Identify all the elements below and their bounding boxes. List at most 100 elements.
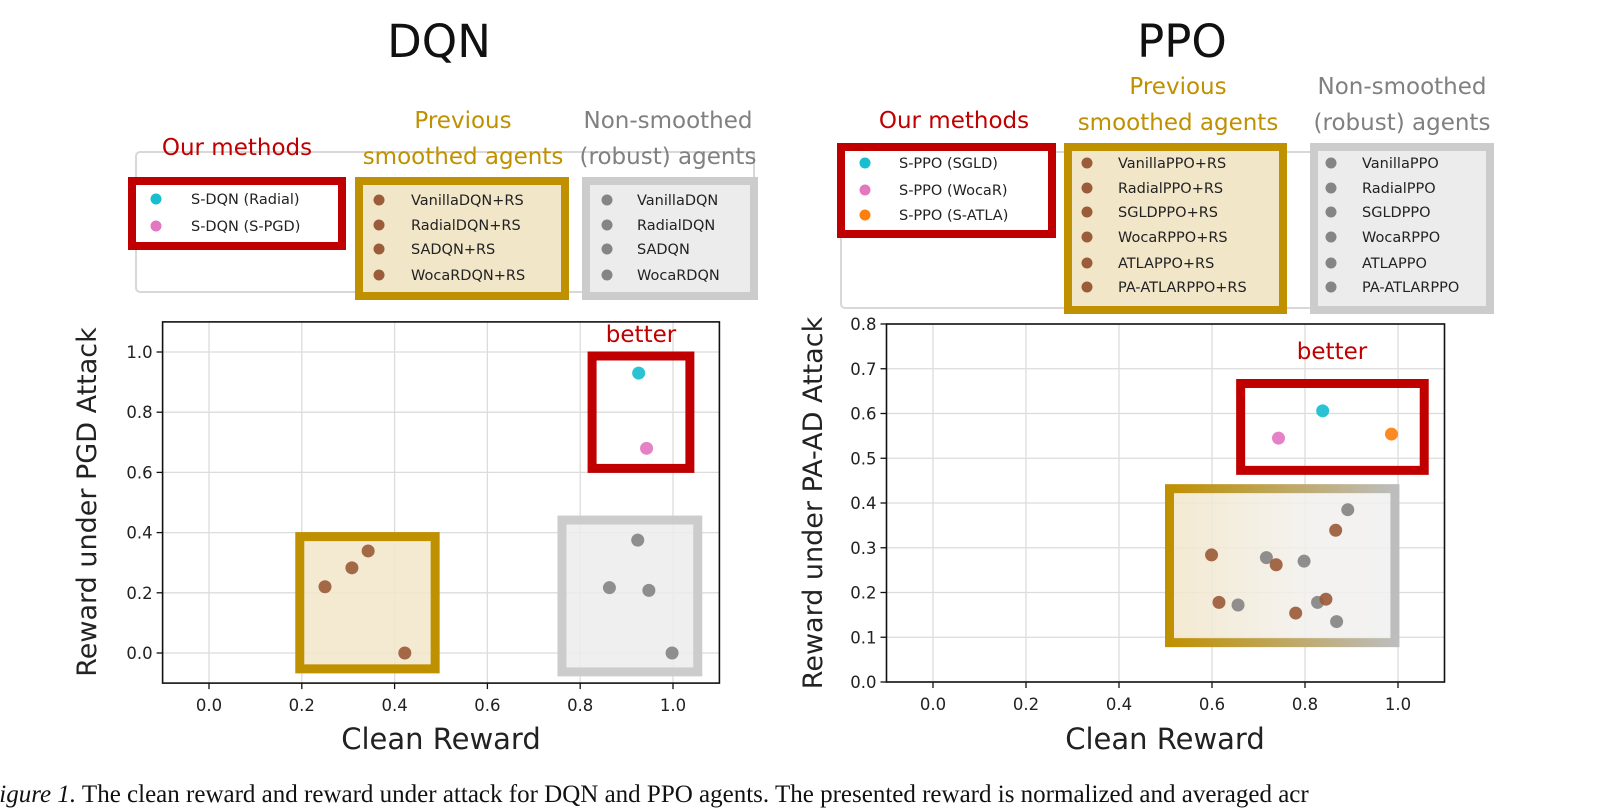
legend-entry: S-PPO (S-ATLA) xyxy=(899,208,1008,224)
y-tick-label: 0.2 xyxy=(126,584,152,603)
data-point xyxy=(1384,427,1398,441)
data-point xyxy=(398,646,412,660)
legend-entry: ATLAPPO+RS xyxy=(1118,256,1214,272)
legend-entry: SGLDPPO xyxy=(1362,205,1431,221)
legend-entry: S-DQN (S-PGD) xyxy=(191,219,300,235)
legend-marker xyxy=(373,243,385,255)
x-tick-label: 0.4 xyxy=(1106,695,1132,714)
legend-entry: VanillaDQN+RS xyxy=(411,193,524,209)
x-tick-label: 0.8 xyxy=(1292,695,1318,714)
legend-group-label: Previous xyxy=(414,108,511,134)
x-tick-label: 0.0 xyxy=(920,695,946,714)
better-annotation: better xyxy=(606,322,677,348)
legend-group-label: Our methods xyxy=(879,108,1029,134)
x-tick-label: 0.0 xyxy=(196,696,222,715)
data-point xyxy=(318,580,332,594)
legend-marker xyxy=(859,184,871,196)
data-point xyxy=(1271,431,1285,445)
y-tick-label: 0.0 xyxy=(850,673,876,692)
legend-entry: SADQN xyxy=(637,242,690,258)
y-tick-label: 0.8 xyxy=(850,315,876,334)
figure-caption: Figure 1. The clean reward and reward un… xyxy=(0,781,1309,808)
region-box-previous xyxy=(295,532,440,674)
legend-marker xyxy=(1081,182,1093,194)
legend-entry: SADQN+RS xyxy=(411,242,495,258)
x-axis-label: Clean Reward xyxy=(1065,722,1265,756)
legend-group-box-nonsmoothed xyxy=(582,177,758,300)
y-tick-label: 0.3 xyxy=(850,539,876,558)
legend-marker xyxy=(1325,182,1337,194)
legend-marker xyxy=(1325,281,1337,293)
legend-entry: SGLDPPO+RS xyxy=(1118,205,1218,221)
legend-entry: S-PPO (SGLD) xyxy=(899,156,998,172)
data-point xyxy=(1289,606,1303,620)
legend-group-label: Our methods xyxy=(162,135,312,161)
legend-entry: RadialPPO+RS xyxy=(1118,181,1223,197)
legend-entry: S-PPO (WocaR) xyxy=(899,183,1008,199)
x-tick-label: 0.8 xyxy=(567,696,593,715)
x-tick-label: 0.6 xyxy=(1199,695,1225,714)
legend-group-box-previous xyxy=(1064,143,1287,314)
data-point xyxy=(631,533,645,547)
legend-group-label: Previous xyxy=(1129,74,1226,100)
y-tick-label: 0.1 xyxy=(850,628,876,647)
legend-group-label: (robust) agents xyxy=(580,144,757,170)
legend-group-box-previous xyxy=(355,177,569,300)
x-tick-label: 1.0 xyxy=(660,696,686,715)
chart-dqn: DQN Our methods S-DQN (Radial) S-DQN (S-PGD… xyxy=(72,15,758,756)
data-point xyxy=(1319,592,1333,606)
x-tick-label: 0.4 xyxy=(381,696,407,715)
legend-entry: RadialPPO xyxy=(1362,181,1436,197)
data-point xyxy=(640,441,654,455)
legend-group-box-ours xyxy=(837,143,1056,238)
data-point xyxy=(665,646,679,660)
data-point xyxy=(345,561,359,575)
better-annotation: better xyxy=(1297,339,1368,365)
x-tick-label: 0.6 xyxy=(474,696,500,715)
legend-marker xyxy=(601,269,613,281)
legend-entry: WocaRDQN xyxy=(637,268,720,284)
legend-marker xyxy=(601,243,613,255)
x-axis-label: Clean Reward xyxy=(341,722,541,756)
legend-marker xyxy=(1325,206,1337,218)
legend-marker xyxy=(1081,257,1093,269)
data-point xyxy=(1316,404,1330,418)
legend-marker xyxy=(373,194,385,206)
data-point xyxy=(1231,598,1245,612)
legend-entry: RadialDQN xyxy=(637,218,715,234)
legend: Our methods S-DQN (Radial) S-DQN (S-PGD) Pr… xyxy=(128,108,758,300)
legend-group-label: smoothed agents xyxy=(1078,110,1279,136)
legend-marker xyxy=(1325,257,1337,269)
legend-group-label: Non-smoothed xyxy=(583,108,752,134)
data-point xyxy=(1269,558,1283,572)
x-tick-label: 0.2 xyxy=(1013,695,1039,714)
legend-marker xyxy=(1325,157,1337,169)
y-tick-label: 0.6 xyxy=(850,405,876,424)
data-point xyxy=(632,366,646,380)
legend-entry: ATLAPPO xyxy=(1362,256,1427,272)
legend-entry: WocaRPPO xyxy=(1362,230,1440,246)
caption-text: The clean reward and reward under attack… xyxy=(76,781,1309,808)
legend-marker xyxy=(859,209,871,221)
data-point xyxy=(1205,548,1219,562)
legend-entry: VanillaPPO+RS xyxy=(1118,156,1226,172)
legend-entry: RadialDQN+RS xyxy=(411,218,521,234)
legend-entry: VanillaPPO xyxy=(1362,156,1439,172)
data-point xyxy=(361,544,375,558)
data-point xyxy=(1330,615,1344,629)
legend-group-box-ours xyxy=(128,177,346,250)
y-axis-label: Reward under PGD Attack xyxy=(72,327,103,677)
caption-prefix: Figure 1. xyxy=(0,781,76,808)
data-point xyxy=(642,583,656,597)
legend-entry: WocaRDQN+RS xyxy=(411,268,525,284)
chart-ppo: PPO Our methods S-PPO (SGLD) S-PPO (WocaR) S… xyxy=(798,15,1494,756)
legend-marker xyxy=(1081,206,1093,218)
y-tick-label: 0.4 xyxy=(126,524,152,543)
legend-marker xyxy=(1081,157,1093,169)
x-tick-label: 0.2 xyxy=(289,696,315,715)
legend-marker xyxy=(1325,231,1337,243)
data-point xyxy=(1297,554,1311,568)
legend-marker xyxy=(601,194,613,206)
legend-entry: PA-ATLARPPO+RS xyxy=(1118,280,1247,296)
